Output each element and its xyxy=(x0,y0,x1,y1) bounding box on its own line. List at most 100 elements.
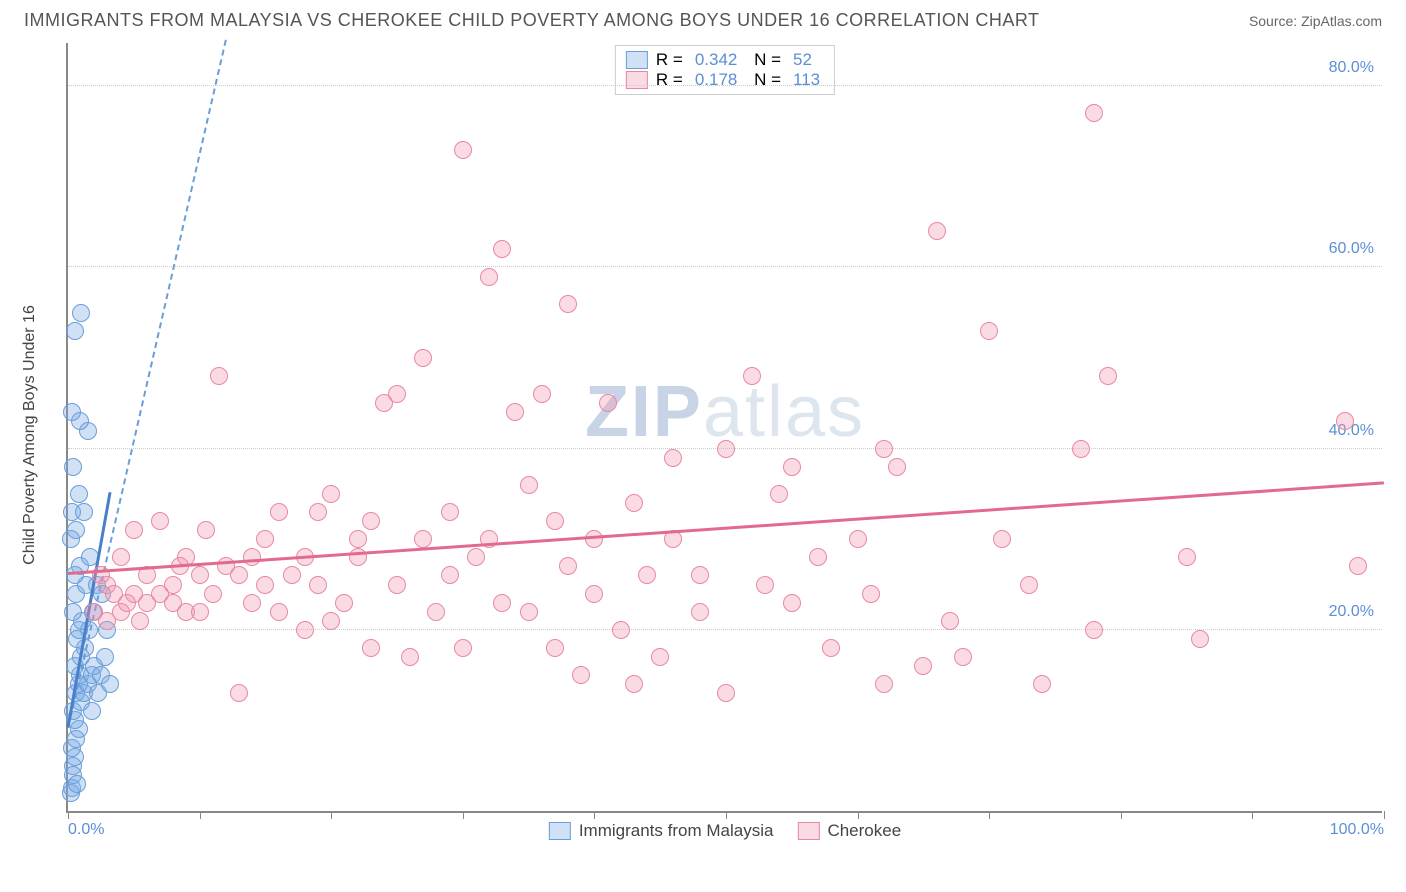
data-point xyxy=(533,385,551,403)
data-point xyxy=(638,566,656,584)
legend-swatch xyxy=(797,822,819,840)
data-point xyxy=(66,566,84,584)
legend-swatch xyxy=(549,822,571,840)
data-point xyxy=(980,322,998,340)
data-point xyxy=(467,548,485,566)
data-point xyxy=(954,648,972,666)
y-tick-label: 60.0% xyxy=(1329,240,1374,258)
data-point xyxy=(809,548,827,566)
legend-swatch xyxy=(626,51,648,69)
data-point xyxy=(335,594,353,612)
data-point xyxy=(256,530,274,548)
data-point xyxy=(651,648,669,666)
plot-wrapper: Child Poverty Among Boys Under 16 ZIPatl… xyxy=(24,35,1382,835)
data-point xyxy=(717,684,735,702)
data-point xyxy=(101,675,119,693)
gridline xyxy=(68,629,1382,630)
data-point xyxy=(914,657,932,675)
data-point xyxy=(349,530,367,548)
legend-item: Immigrants from Malaysia xyxy=(549,821,774,841)
data-point xyxy=(414,530,432,548)
data-point xyxy=(125,521,143,539)
data-point xyxy=(454,639,472,657)
data-point xyxy=(64,603,82,621)
data-point xyxy=(283,566,301,584)
legend-stats: R =0.342 N =52R =0.178 N =113 xyxy=(615,45,835,95)
data-point xyxy=(1191,630,1209,648)
x-tick xyxy=(594,811,595,819)
x-tick xyxy=(463,811,464,819)
data-point xyxy=(928,222,946,240)
chart-header: IMMIGRANTS FROM MALAYSIA VS CHEROKEE CHI… xyxy=(0,0,1406,35)
data-point xyxy=(68,775,86,793)
data-point xyxy=(96,648,114,666)
data-point xyxy=(862,585,880,603)
data-point xyxy=(322,612,340,630)
data-point xyxy=(401,648,419,666)
data-point xyxy=(546,512,564,530)
data-point xyxy=(243,594,261,612)
data-point xyxy=(559,557,577,575)
data-point xyxy=(520,476,538,494)
data-point xyxy=(112,548,130,566)
legend-stat-row: R =0.178 N =113 xyxy=(626,70,824,90)
data-point xyxy=(164,576,182,594)
data-point xyxy=(256,576,274,594)
data-point xyxy=(822,639,840,657)
data-point xyxy=(388,576,406,594)
data-point xyxy=(362,512,380,530)
data-point xyxy=(1178,548,1196,566)
data-point xyxy=(131,612,149,630)
data-point xyxy=(1033,675,1051,693)
data-point xyxy=(875,675,893,693)
data-point xyxy=(191,603,209,621)
chart-title: IMMIGRANTS FROM MALAYSIA VS CHEROKEE CHI… xyxy=(24,10,1040,31)
data-point xyxy=(783,458,801,476)
data-point xyxy=(585,530,603,548)
data-point xyxy=(243,548,261,566)
data-point xyxy=(480,268,498,286)
data-point xyxy=(191,566,209,584)
data-point xyxy=(75,503,93,521)
data-point xyxy=(664,449,682,467)
x-tick xyxy=(68,811,69,819)
data-point xyxy=(64,458,82,476)
data-point xyxy=(599,394,617,412)
data-point xyxy=(1085,104,1103,122)
x-tick xyxy=(1384,811,1385,819)
data-point xyxy=(717,440,735,458)
legend-swatch xyxy=(626,71,648,89)
data-point xyxy=(270,503,288,521)
data-point xyxy=(493,240,511,258)
data-point xyxy=(743,367,761,385)
data-point xyxy=(70,485,88,503)
data-point xyxy=(1085,621,1103,639)
legend-item: Cherokee xyxy=(797,821,901,841)
data-point xyxy=(414,349,432,367)
data-point xyxy=(625,675,643,693)
data-point xyxy=(875,440,893,458)
y-tick-label: 80.0% xyxy=(1329,59,1374,77)
legend-label: Immigrants from Malaysia xyxy=(579,821,774,841)
data-point xyxy=(441,503,459,521)
legend-series: Immigrants from Malaysia Cherokee xyxy=(549,821,901,841)
data-point xyxy=(559,295,577,313)
source-attribution: Source: ZipAtlas.com xyxy=(1249,13,1382,29)
data-point xyxy=(72,304,90,322)
data-point xyxy=(388,385,406,403)
data-point xyxy=(849,530,867,548)
data-point xyxy=(1072,440,1090,458)
data-point xyxy=(625,494,643,512)
data-point xyxy=(66,322,84,340)
data-point xyxy=(520,603,538,621)
data-point xyxy=(493,594,511,612)
data-point xyxy=(441,566,459,584)
data-point xyxy=(63,403,81,421)
gridline xyxy=(68,266,1382,267)
data-point xyxy=(888,458,906,476)
data-point xyxy=(1349,557,1367,575)
x-tick xyxy=(858,811,859,819)
x-tick xyxy=(200,811,201,819)
legend-label: Cherokee xyxy=(827,821,901,841)
data-point xyxy=(783,594,801,612)
